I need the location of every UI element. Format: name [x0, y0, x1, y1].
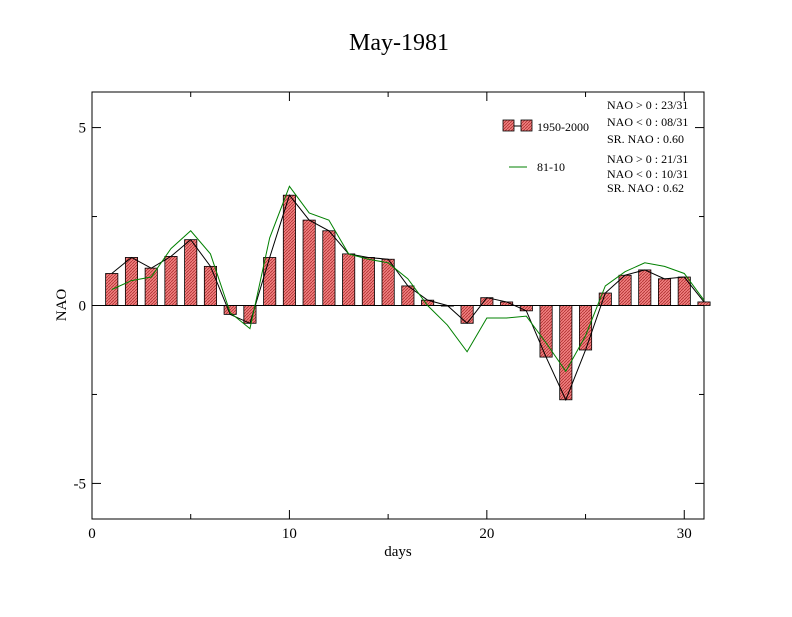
bar — [302, 219, 316, 306]
bar — [361, 257, 375, 306]
series-lines — [111, 185, 705, 402]
y-tick-label: 0 — [79, 299, 87, 315]
legend-bar-swatch-right — [520, 119, 533, 132]
legend-stat: NAO < 0 : 10/31 — [607, 167, 688, 181]
bar — [203, 265, 217, 306]
series-line-1950-2000 — [111, 194, 705, 402]
legend-stat: NAO < 0 : 08/31 — [607, 115, 688, 129]
bar — [144, 267, 158, 306]
y-tick-label: -5 — [74, 476, 87, 492]
legend-stat: SR. NAO : 0.62 — [607, 181, 684, 195]
x-tick-label: 30 — [677, 526, 692, 542]
legend-stat: SR. NAO : 0.60 — [607, 132, 684, 146]
bar — [184, 239, 198, 306]
bar — [322, 230, 336, 306]
y-axis-label: NAO — [54, 289, 70, 322]
chart-title: May-1981 — [349, 30, 449, 56]
bar — [342, 253, 356, 306]
legend-label-1950-2000: 1950-2000 — [537, 120, 589, 134]
bar — [519, 305, 533, 312]
x-tick-label: 20 — [479, 526, 494, 542]
bar — [697, 301, 711, 306]
series-line-81-10 — [111, 185, 705, 373]
bar — [677, 276, 691, 306]
tick-labels: 0 10 20 30 -5 0 5 — [74, 121, 692, 542]
x-tick-label: 10 — [282, 526, 297, 542]
legend-bar-swatch-left — [502, 119, 515, 132]
bar — [460, 305, 474, 324]
bar — [618, 274, 632, 306]
bar — [598, 292, 612, 306]
legend: 1950-2000 NAO > 0 : 23/31 NAO < 0 : 08/3… — [502, 98, 688, 195]
bar — [124, 257, 139, 306]
bar — [282, 194, 296, 306]
bar — [657, 278, 672, 306]
bar — [638, 269, 652, 306]
x-tick-label: 0 — [88, 526, 96, 542]
bar — [164, 255, 178, 306]
bar — [263, 257, 277, 306]
legend-label-81-10: 81-10 — [537, 160, 565, 174]
legend-stat: NAO > 0 : 21/31 — [607, 152, 688, 166]
bar — [105, 273, 119, 306]
legend-stat: NAO > 0 : 23/31 — [607, 98, 688, 112]
bar — [559, 305, 573, 401]
y-tick-label: 5 — [79, 121, 87, 137]
x-axis-label: days — [384, 544, 412, 560]
bars — [92, 194, 711, 401]
